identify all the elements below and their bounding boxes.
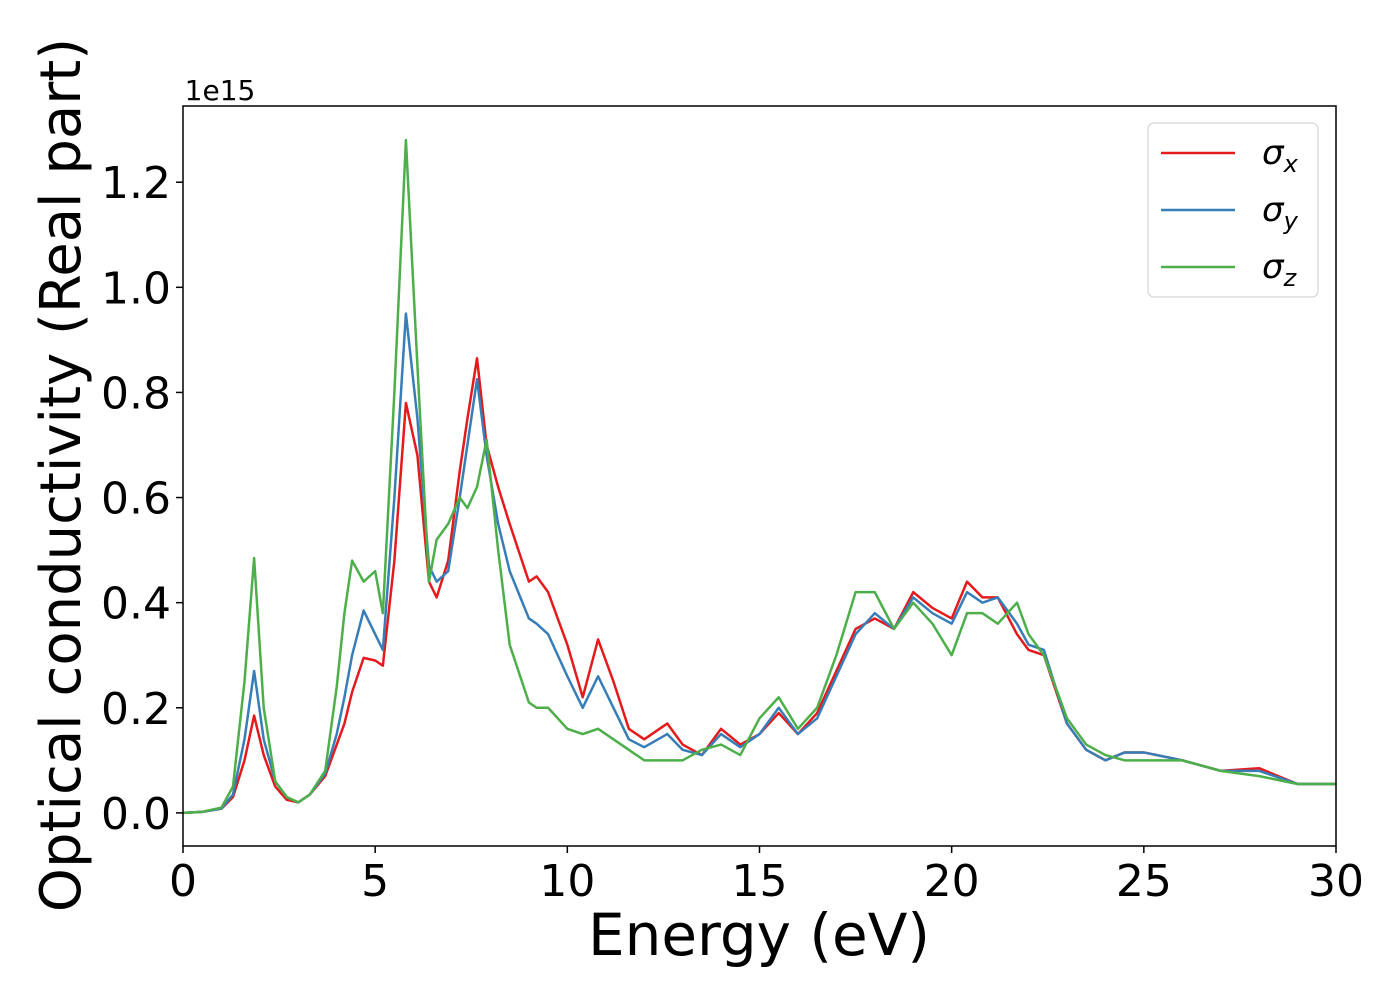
plot-frame [182, 105, 1337, 847]
y-tick-label: 0.4 [101, 579, 171, 630]
x-axis-label: Energy (eV) [588, 901, 930, 969]
series-line [183, 357, 1336, 815]
y-tick-label: 1.2 [101, 158, 171, 209]
y-tick-label: 0.8 [101, 368, 171, 419]
x-tick-label: 15 [732, 856, 788, 907]
legend-subscript: z [1283, 264, 1298, 292]
y-offset-text: 1e15 [185, 74, 256, 107]
series-line [183, 138, 1336, 815]
x-tick-label: 10 [539, 856, 595, 907]
x-tick-label: 25 [1116, 856, 1172, 907]
y-tick-label: 1.0 [101, 263, 171, 314]
y-tick-label: 0.6 [101, 474, 171, 525]
x-tick-label: 0 [169, 856, 197, 907]
series-line [183, 312, 1336, 815]
plot-area [183, 138, 1336, 815]
x-tick-label: 30 [1308, 856, 1364, 907]
legend-label: σz [1262, 247, 1298, 292]
legend-subscript: y [1283, 207, 1299, 235]
y-tick-label: 0.0 [101, 789, 171, 840]
legend-subscript: x [1283, 150, 1299, 178]
x-tick-label: 20 [924, 856, 980, 907]
y-tick-label: 0.2 [101, 684, 171, 735]
x-tick-label: 5 [361, 856, 389, 907]
y-axis-label: Optical conductivity (Real part) [29, 38, 94, 912]
